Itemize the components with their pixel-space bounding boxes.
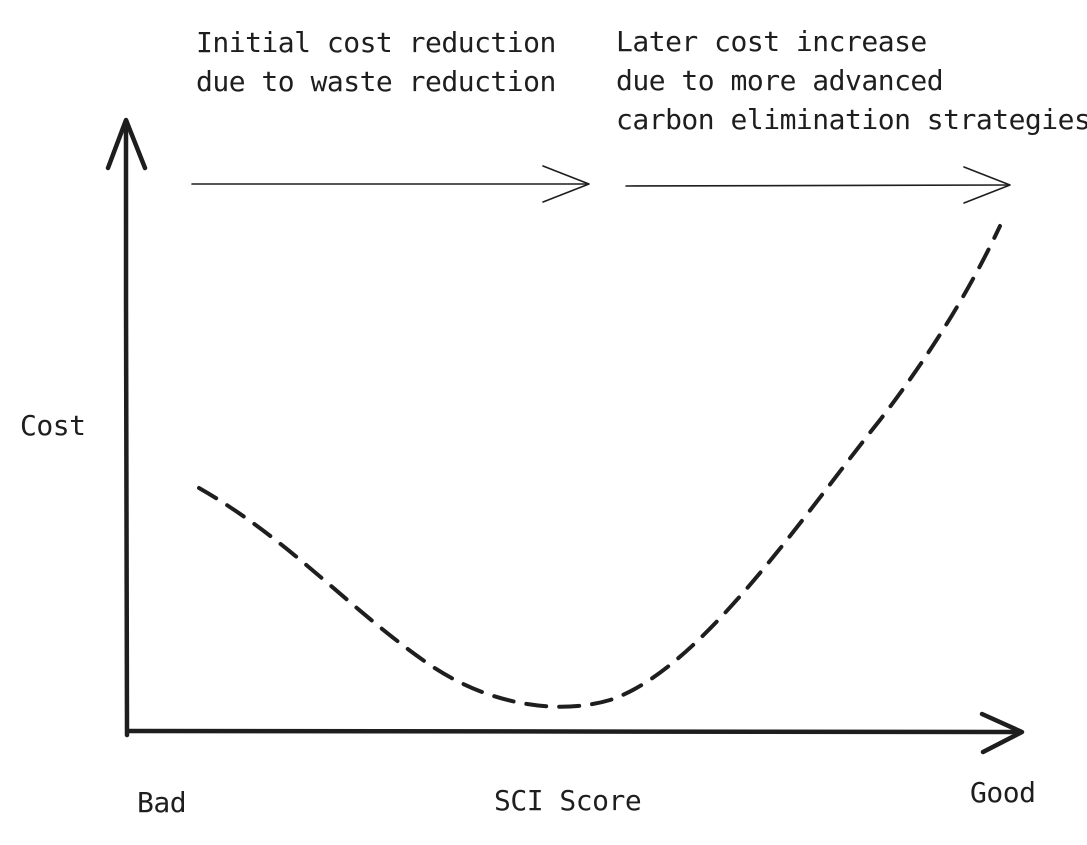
y-axis-line (123, 119, 130, 738)
x-axis-low-label: Bad (137, 786, 187, 819)
annotation-line: Later cost increase (616, 25, 927, 58)
annotation-line: Initial cost reduction (196, 26, 556, 59)
right-annotation-arrowhead (963, 166, 1011, 204)
later-cost-increase-note: Later cost increase due to more advanced… (616, 22, 1087, 139)
cost-curve (197, 224, 1002, 709)
y-axis-arrowhead (105, 117, 148, 171)
right-annotation-arrow-line (625, 184, 1010, 187)
x-axis-line (125, 728, 1024, 735)
x-axis-high-label: Good (970, 776, 1036, 809)
initial-cost-reduction-note: Initial cost reduction due to waste redu… (196, 23, 556, 101)
y-axis-label: Cost (20, 409, 86, 442)
x-axis-arrowhead (979, 711, 1025, 755)
x-axis-label: SCI Score (494, 784, 642, 817)
annotation-line: due to waste reduction (196, 65, 556, 98)
left-annotation-arrowhead (542, 165, 590, 203)
annotation-line: carbon elimination strategies (616, 103, 1087, 136)
annotation-line: due to more advanced (616, 64, 944, 97)
